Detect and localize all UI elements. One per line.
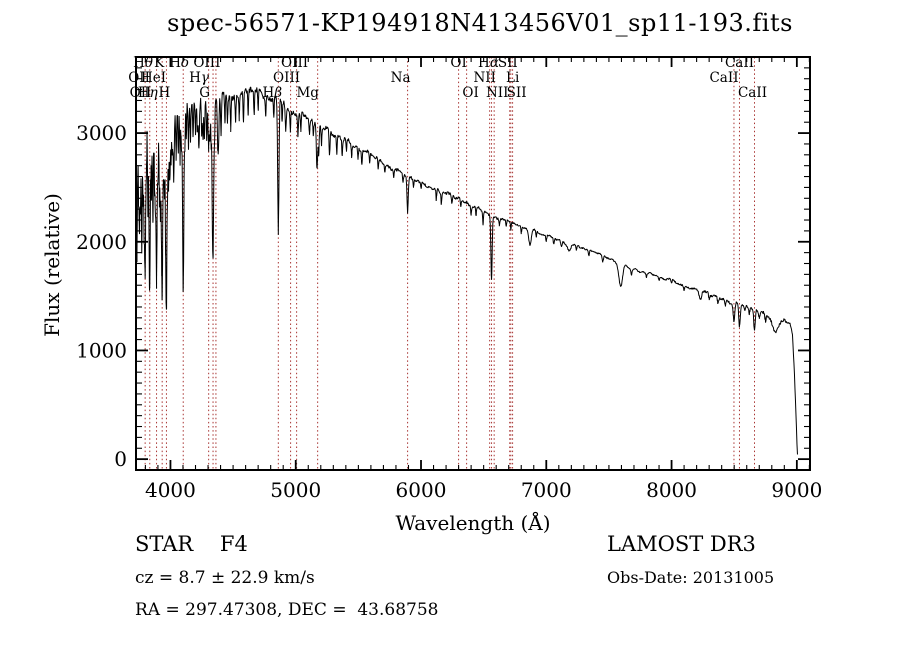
spectral-line-label: G [199,85,210,101]
spectral-line-label: Hβ [263,85,283,101]
x-tick-label: 9000 [771,478,822,502]
spectral-line-label: CaII [725,55,754,71]
spectral-line-label: Na [391,70,411,86]
obs-date-text: Obs-Date: 20131005 [607,568,775,587]
spectral-line-label: SII [498,55,518,71]
spectral-line-label: Mg [296,85,319,101]
spectral-line-label: CaII [709,70,738,86]
spectral-line-label: CaII [738,85,767,101]
spectral-line-label: OII [130,85,152,101]
spectral-line-label: Hα [478,55,499,71]
spectral-line-label: Li [506,70,520,86]
spectral-line-label: Hγ [189,70,210,86]
spectral-line-label: OI [450,55,466,71]
spectral-line-label: OIII [281,55,308,71]
spectral-line-label: OII [128,70,150,86]
y-tick-label: 3000 [76,121,127,145]
spectral-line-label: SII [507,85,527,101]
spectral-line-label: NII [473,70,496,86]
spectral-line-label: H [159,85,171,101]
ra-dec-text: RA = 297.47308, DEC = 43.68758 [135,600,439,620]
y-tick-label: 2000 [76,230,127,254]
x-axis-label: Wavelength (Å) [395,511,551,535]
x-tick-label: 8000 [646,478,697,502]
x-tick-label: 4000 [145,478,196,502]
star-class-text: STAR F4 [135,532,248,556]
spectral-line-label: NII [486,85,509,101]
spectral-line-label: OIII [193,55,220,71]
spectral-line-label: Hδ [169,55,189,71]
spectral-line-label: HeI [141,70,166,86]
plot-title: spec-56571-KP194918N413456V01_sp11-193.f… [167,9,793,37]
y-tick-label: 1000 [76,338,127,362]
survey-name-text: LAMOST DR3 [607,532,756,556]
x-tick-label: 7000 [521,478,572,502]
spectral-line-label: Hη [138,85,158,101]
spectrum-line [135,86,798,455]
x-tick-label: 6000 [396,478,447,502]
spectral-line-label: OI [462,85,478,101]
spectral-line-label: Hθ [133,55,153,71]
y-axis-label: Flux (relative) [40,193,64,337]
plot-frame [135,56,811,471]
spectral-line-label: OIII [273,70,300,86]
y-tick-label: 0 [114,447,127,471]
cz-velocity-text: cz = 8.7 ± 22.9 km/s [135,568,315,588]
spectral-line-label: K [154,55,165,71]
x-tick-label: 5000 [270,478,321,502]
